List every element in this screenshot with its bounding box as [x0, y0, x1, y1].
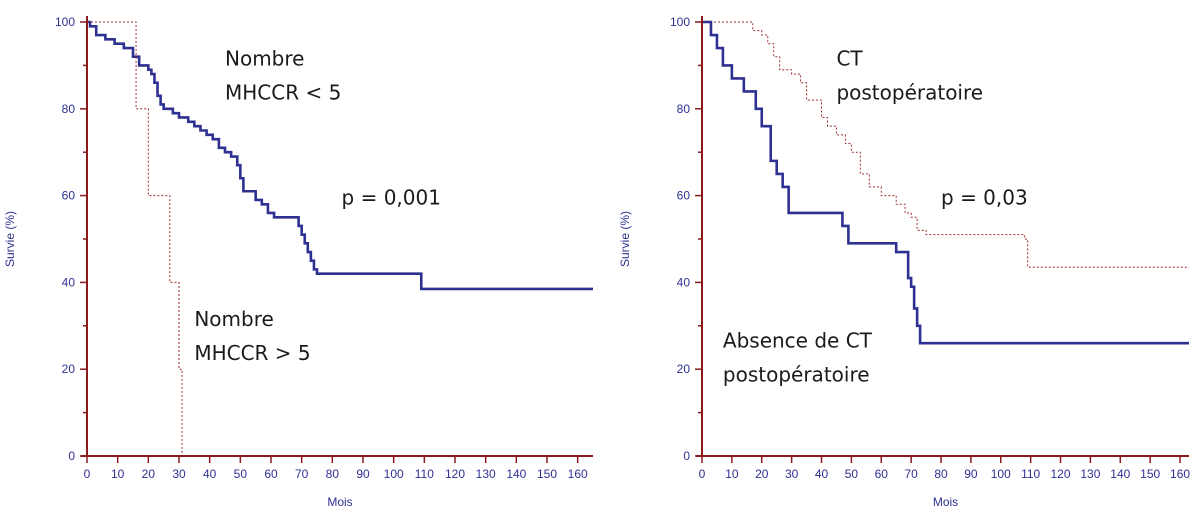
annotation-0: CT postopératoire — [836, 46, 983, 104]
x-tick-label: 70 — [904, 467, 918, 481]
x-tick-label: 150 — [1140, 467, 1160, 481]
y-axis-title: Survie (%) — [618, 211, 632, 267]
y-tick-label: 60 — [62, 189, 76, 203]
y-axis-title: Survie (%) — [3, 211, 17, 267]
x-tick-label: 60 — [264, 467, 278, 481]
x-tick-label: 40 — [815, 467, 829, 481]
series-line-0 — [702, 21, 1189, 268]
survival-chart-ct: 0 20 40 60 80 100 0 10 20 30 40 50 60 70 80 90 100 110 120… — [618, 15, 1190, 509]
x-tick-label: 10 — [111, 467, 125, 481]
annotation-2: Nombre MHCCR > 5 — [194, 307, 310, 365]
y-tick-label: 80 — [677, 102, 691, 116]
x-tick-label: 130 — [1080, 467, 1100, 481]
x-tick-label: 90 — [964, 467, 978, 481]
y-tick-label: 20 — [677, 362, 691, 376]
x-tick-label: 30 — [172, 467, 186, 481]
y-tick-label: 80 — [62, 102, 76, 116]
y-tick-label: 0 — [683, 449, 690, 463]
x-tick-label: 50 — [234, 467, 248, 481]
y-tick-label: 40 — [677, 275, 691, 289]
annotation-1: p = 0,03 — [941, 185, 1028, 209]
annotation-0: Nombre MHCCR < 5 — [225, 46, 341, 104]
x-tick-label: 0 — [84, 467, 91, 481]
x-tick-label: 20 — [142, 467, 156, 481]
x-tick-label: 160 — [1170, 467, 1190, 481]
y-tick-label: 100 — [55, 15, 75, 29]
series-line-0 — [87, 20, 593, 291]
x-tick-label: 40 — [203, 467, 217, 481]
x-tick-label: 100 — [384, 467, 404, 481]
series-line-1 — [87, 21, 183, 456]
x-axis-title: Mois — [327, 495, 352, 509]
x-tick-label: 110 — [1021, 467, 1040, 481]
x-tick-label: 100 — [991, 467, 1011, 481]
survival-chart-mhccr: 0 20 40 60 80 100 0 10 20 30 40 50 60 70 80 90 100 110 120… — [3, 15, 593, 509]
x-tick-label: 150 — [537, 467, 557, 481]
x-tick-label: 110 — [415, 467, 434, 481]
x-tick-label: 120 — [1051, 467, 1071, 481]
y-tick-label: 0 — [68, 449, 75, 463]
x-tick-label: 0 — [699, 467, 706, 481]
x-tick-label: 80 — [934, 467, 948, 481]
x-tick-label: 70 — [295, 467, 309, 481]
x-tick-label: 60 — [875, 467, 889, 481]
x-tick-label: 90 — [356, 467, 370, 481]
x-tick-label: 80 — [326, 467, 340, 481]
series-line-1 — [702, 20, 1189, 345]
annotation-2: Absence de CT postopératoire — [723, 329, 873, 387]
annotation-1: p = 0,001 — [342, 185, 441, 209]
x-tick-label: 140 — [506, 467, 526, 481]
x-tick-label: 130 — [476, 467, 496, 481]
x-tick-label: 10 — [725, 467, 739, 481]
x-axis-title: Mois — [933, 495, 958, 509]
x-tick-label: 20 — [755, 467, 769, 481]
x-tick-label: 120 — [445, 467, 465, 481]
y-tick-label: 20 — [62, 362, 76, 376]
x-tick-label: 30 — [785, 467, 799, 481]
y-tick-label: 60 — [677, 189, 691, 203]
x-tick-label: 140 — [1110, 467, 1130, 481]
x-tick-label: 160 — [568, 467, 588, 481]
x-tick-label: 50 — [845, 467, 859, 481]
y-tick-label: 100 — [670, 15, 690, 29]
y-tick-label: 40 — [62, 275, 76, 289]
